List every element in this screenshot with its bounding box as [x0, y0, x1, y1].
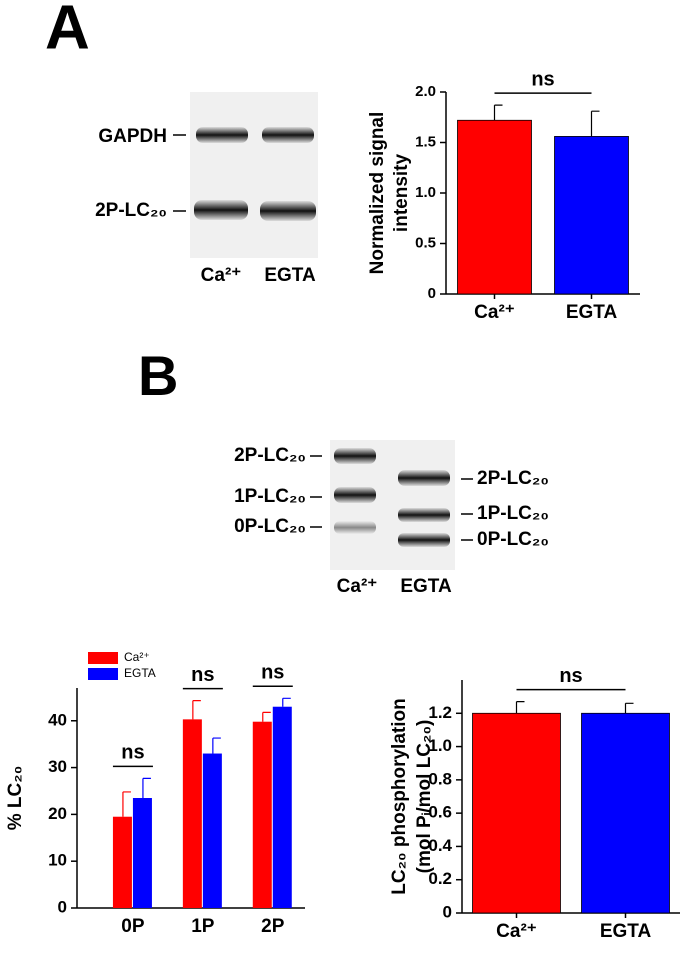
legend-label: EGTA: [124, 666, 156, 680]
x-tick-label: 2P: [261, 916, 285, 937]
error-bar: [515, 701, 525, 714]
bar: [112, 816, 132, 908]
y-tick-label: 0: [428, 285, 436, 302]
bar: [202, 753, 222, 908]
bar: [272, 706, 292, 908]
significance-label: ns: [261, 662, 284, 684]
legend-swatch: [88, 668, 118, 680]
y-tick-label: 0: [58, 897, 67, 916]
y-tick-label: 2.0: [415, 83, 436, 100]
band-label: GAPDH: [98, 126, 167, 147]
y-axis-label: (mol Pᵢ/mol LC₂₀): [414, 720, 435, 874]
blot: [173, 92, 318, 258]
y-tick-label: 1.0: [428, 736, 452, 755]
y-tick-label: 1.5: [415, 133, 436, 150]
x-tick-label: 0P: [121, 916, 145, 937]
y-tick-label: 30: [48, 757, 67, 776]
y-tick-label: 20: [48, 804, 67, 823]
error-bar: [590, 110, 600, 137]
error-bar: [262, 711, 271, 722]
lane-label: Ca²⁺: [201, 265, 242, 286]
lane-label: Ca²⁺: [337, 576, 378, 597]
y-tick-label: 0.2: [428, 869, 452, 888]
bar: [472, 712, 561, 914]
y-axis-label: intensity: [391, 154, 412, 233]
band-label: 2P-LC₂₀: [234, 445, 306, 466]
bar: [581, 712, 670, 914]
blot: [310, 440, 473, 570]
x-tick-label: EGTA: [566, 302, 618, 323]
bar: [457, 119, 532, 295]
error-bar: [122, 791, 131, 817]
significance-label: ns: [531, 68, 554, 90]
y-tick-label: 1.2: [428, 703, 452, 722]
legend-swatch: [88, 652, 118, 664]
band-label: 0P-LC₂₀: [477, 529, 549, 550]
y-tick-label: 0: [443, 902, 452, 921]
y-tick-label: 0.8: [428, 769, 452, 788]
y-tick-label: 0.4: [428, 836, 452, 855]
significance-label: ns: [191, 664, 214, 686]
y-tick-label: 1.0: [415, 184, 436, 201]
y-tick-label: 0.5: [415, 234, 436, 251]
y-tick-label: 40: [48, 710, 67, 729]
band-label: 2P-LC₂₀: [95, 200, 167, 221]
bar: [182, 719, 202, 908]
x-tick-label: Ca²⁺: [496, 921, 537, 942]
bar: [132, 798, 152, 908]
error-bar: [624, 702, 634, 714]
error-bar: [192, 700, 201, 720]
error-bar: [142, 777, 151, 798]
significance-label: ns: [559, 665, 582, 687]
y-axis-label: % LC₂₀: [5, 766, 26, 831]
bar: [554, 136, 629, 295]
y-tick-label: 0.6: [428, 803, 452, 822]
x-tick-label: EGTA: [600, 921, 652, 942]
significance-label: ns: [121, 742, 144, 764]
error-bar: [282, 697, 291, 707]
lane-label: EGTA: [264, 265, 316, 286]
band-label: 1P-LC₂₀: [477, 503, 549, 524]
error-bar: [493, 104, 503, 121]
panel-label: B: [138, 344, 178, 407]
x-tick-label: 1P: [191, 916, 215, 937]
y-axis-label: Normalized signal: [367, 112, 388, 275]
y-axis-label: LC₂₀ phosphorylation: [389, 698, 410, 894]
band-label: 1P-LC₂₀: [234, 486, 306, 507]
error-bar: [212, 737, 221, 754]
legend-label: Ca²⁺: [124, 650, 150, 664]
band-label: 2P-LC₂₀: [477, 468, 549, 489]
y-tick-label: 10: [48, 851, 67, 870]
band-label: 0P-LC₂₀: [234, 516, 306, 537]
lane-label: EGTA: [400, 576, 452, 597]
bar: [252, 721, 272, 908]
panel-label: A: [45, 0, 90, 62]
x-tick-label: Ca²⁺: [474, 302, 515, 323]
